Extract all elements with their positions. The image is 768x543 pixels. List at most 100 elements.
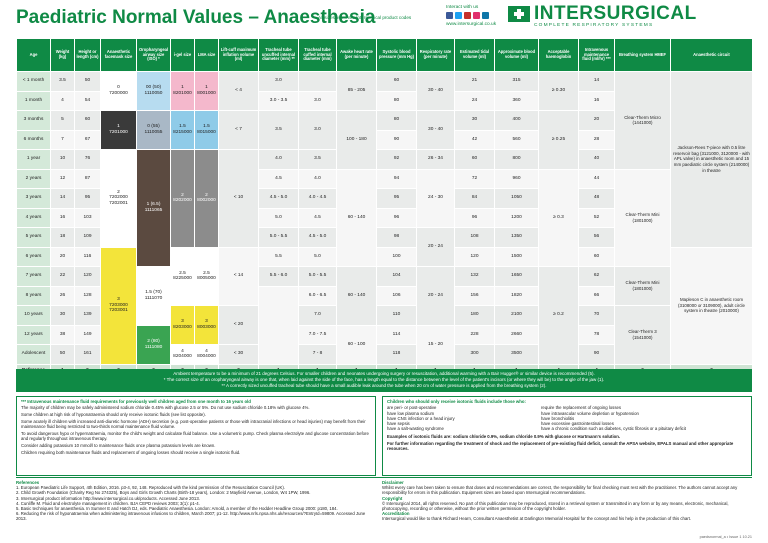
value-cell: 3.0 - 3.5 (258, 90, 299, 111)
header-cell: Estimated tidal volume (ml) (454, 38, 495, 72)
value-cell: 50 (50, 344, 75, 365)
references-title: References (16, 480, 40, 485)
value-cell: 00 (50) 1110050 (136, 71, 171, 111)
value-cell: 228 (454, 324, 495, 345)
subtitle: All sizes listed are Intersurgical produ… (318, 15, 412, 20)
value-cell: 26 - 34 (416, 149, 455, 170)
value-cell: 28 (578, 129, 615, 150)
value-cell: 7 (50, 129, 75, 150)
isotonic-box: Children who should only receive isotoni… (382, 396, 752, 476)
age-cell: 1 year (16, 149, 51, 170)
isotonic-title: Children who should only receive isotoni… (387, 399, 526, 404)
value-cell: 4.5 - 5.0 (298, 227, 337, 248)
value-cell: 20 (50, 246, 75, 267)
value-cell: 156 (454, 285, 495, 306)
value-cell: 1500 (494, 246, 539, 267)
value-cell: 149 (74, 324, 101, 345)
website[interactable]: www.intersurgical.co.uk (446, 22, 497, 27)
blank-cell (298, 71, 337, 92)
isotonic-text: Examples of isotonic fluids are: sodium … (387, 434, 747, 451)
value-cell: 20 - 24 (416, 266, 455, 326)
facebook-icon[interactable] (446, 12, 453, 19)
value-cell: 95 (74, 188, 101, 209)
value-cell: 12 (50, 168, 75, 189)
data-row: 12 years 38 149 2 (80) 1111080 7.0 - 7.5 60 -… (16, 324, 753, 365)
data-row: 6 years 20 116 3 7203000 7203001 2.5 8225000… (16, 246, 753, 365)
age-cell: 6 months (16, 129, 51, 150)
value-cell: 360 (494, 90, 539, 111)
list-item: have bronchiolitis (541, 415, 575, 421)
age-cell: 12 years (16, 324, 51, 345)
paragraph: For further information regarding the tr… (387, 440, 734, 451)
header-cell: Height or length (cm) (74, 38, 101, 72)
value-cell: 118 (376, 344, 417, 365)
value-cell: 4.5 (298, 207, 337, 228)
data-row: 1 month 4 54 3.0 - 3.5 3.0 80 24 360 16 (16, 90, 753, 111)
value-cell: 38 (50, 324, 75, 345)
value-cell: 128 (74, 285, 101, 306)
note: Ambient temperature to be a minimum of 2… (173, 371, 595, 376)
value-cell: < 7 (218, 110, 259, 150)
value-cell: 5.0 - 5.5 (258, 227, 299, 248)
value-cell: Clear-Therm Mini (1801000) (614, 168, 671, 267)
age-cell: 6 years (16, 246, 51, 267)
value-cell: 60 (454, 149, 495, 170)
value-cell: < 10 (218, 149, 259, 248)
value-cell: 400 (494, 110, 539, 131)
value-cell: 3 7203000 7203001 (100, 246, 137, 365)
header-cell: Tracheal tube uncuffed internal diameter… (258, 38, 299, 72)
value-cell: 44 (578, 168, 615, 189)
logo-name: INTERSURGICAL (534, 3, 697, 24)
value-cell: 16 (50, 207, 75, 228)
value-cell: 106 (376, 285, 417, 306)
legal-text: Intersurgical would like to thank Richar… (382, 516, 692, 522)
legal-title: Copyright (382, 495, 403, 501)
value-cell: 94 (376, 168, 417, 189)
list-item: have a salt-wasting syndrome (387, 426, 444, 432)
references: References 1. European Paediatric Life S… (16, 480, 376, 522)
header-cell: Approximate blood volume (ml) (494, 38, 539, 72)
note: * The correct size of an oropharyngeal a… (163, 377, 605, 382)
legal-text: © Intersurgical 2014, all rights reserve… (382, 500, 729, 512)
value-cell: Mapleson C in anaesthetic room (3108000 … (670, 246, 753, 365)
data-row: 10 years 30 139 3 8203000 3 8003000 < 20 7.0 11… (16, 305, 753, 365)
list-item: are peri- or post-operative (387, 405, 437, 411)
value-cell: 30 (454, 110, 495, 131)
age-cell: 1 month (16, 90, 51, 111)
value-cell: 1650 (494, 266, 539, 287)
value-cell: 60 (376, 71, 417, 92)
legal-text: Whilst every care has been taken to ensu… (382, 485, 738, 496)
value-cell: 0 7200000 (100, 71, 137, 111)
value-cell: 56 (578, 227, 615, 248)
twitter-icon[interactable] (455, 12, 462, 19)
value-cell: < 4 (218, 71, 259, 111)
list-item: have low plasma sodium (387, 410, 435, 416)
value-cell: ≥ 0.25 (538, 110, 579, 170)
legal-title: Disclaimer (382, 480, 404, 485)
value-cell: 4 8204000 (170, 344, 195, 365)
linkedin-icon[interactable] (482, 12, 489, 19)
value-cell: 14 (578, 71, 615, 92)
value-cell: 60 - 100 (336, 324, 377, 365)
instagram-icon[interactable] (473, 12, 480, 19)
age-cell: 3 years (16, 188, 51, 209)
value-cell: < 20 (218, 305, 259, 345)
header-cell: Lift-cuff maximum inflation volume (ml) (218, 38, 259, 72)
data-row: 1 year 10 76 2 7202000 7202001 1 (6.5) 11110… (16, 149, 753, 267)
header-cell: Intravenous maintenance fluid (ml/hr) **… (578, 38, 615, 72)
fluids-box: *** Intravenous maintenance fluid requir… (16, 396, 376, 476)
age-cell: 5 years (16, 227, 51, 248)
header-cell: Acceptable haemoglobin (538, 38, 579, 72)
data-row: 8 years 26 128 6.0 - 6.5 106 156 1820 66 (16, 285, 753, 365)
value-cell: 85 - 205 (336, 71, 377, 111)
value-cell: 0 (55) 1110055 (136, 110, 171, 150)
data-row: 7 years 22 120 1.5 (70) 1111070 5.5 - 6.0 5.0… (16, 266, 753, 365)
value-cell: 139 (74, 305, 101, 326)
value-cell: 72 (454, 168, 495, 189)
value-cell: 60 - 140 (336, 168, 377, 267)
youtube-icon[interactable] (464, 12, 471, 19)
logo-mark (508, 6, 530, 22)
value-cell: Jackson-Rees T-piece with 0.5 litre rese… (670, 71, 753, 248)
isotonic-list: are peri- or post-operative require the r… (387, 405, 747, 431)
